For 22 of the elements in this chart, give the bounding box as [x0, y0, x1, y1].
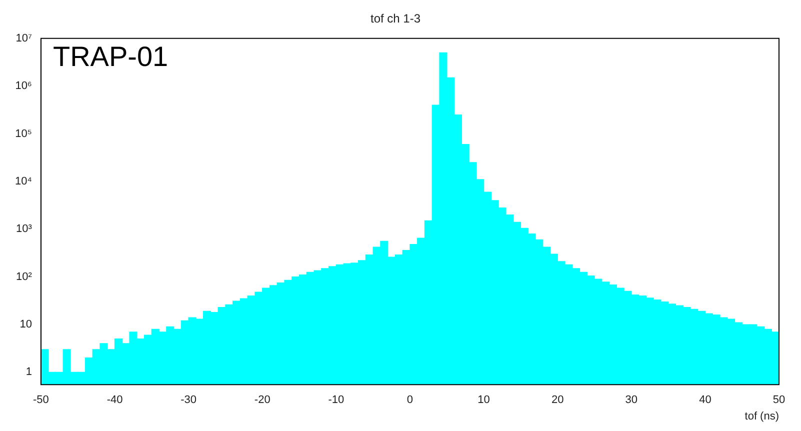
- x-tick-label: -10: [328, 394, 344, 406]
- x-tick-label: -30: [180, 394, 197, 406]
- y-tick-label: 10⁷: [16, 32, 32, 44]
- y-tick-label: 10⁶: [15, 80, 32, 92]
- x-tick-label: -20: [254, 394, 270, 406]
- x-tick-label: 40: [699, 394, 712, 406]
- y-tick-label: 10³: [16, 223, 32, 236]
- x-tick-label: -50: [33, 394, 49, 406]
- y-tick-label: 10: [20, 318, 32, 331]
- x-tick-label: 30: [625, 394, 638, 406]
- x-tick-label: 10: [478, 394, 490, 406]
- x-tick-label: 50: [772, 394, 786, 406]
- annotation: TRAP-01: [52, 41, 168, 72]
- x-axis-title: tof (ns): [744, 410, 779, 422]
- x-tick-label: 0: [406, 394, 414, 406]
- y-tick-label: 10²: [16, 270, 32, 283]
- y-tick-label: 10⁵: [15, 128, 32, 140]
- x-tick-label: 20: [551, 394, 564, 406]
- chart-title: tof ch 1-3: [370, 12, 421, 26]
- y-tick-label: 10⁴: [14, 175, 32, 188]
- x-tick-label: -40: [106, 394, 123, 406]
- y-tick-label: 1: [26, 366, 32, 378]
